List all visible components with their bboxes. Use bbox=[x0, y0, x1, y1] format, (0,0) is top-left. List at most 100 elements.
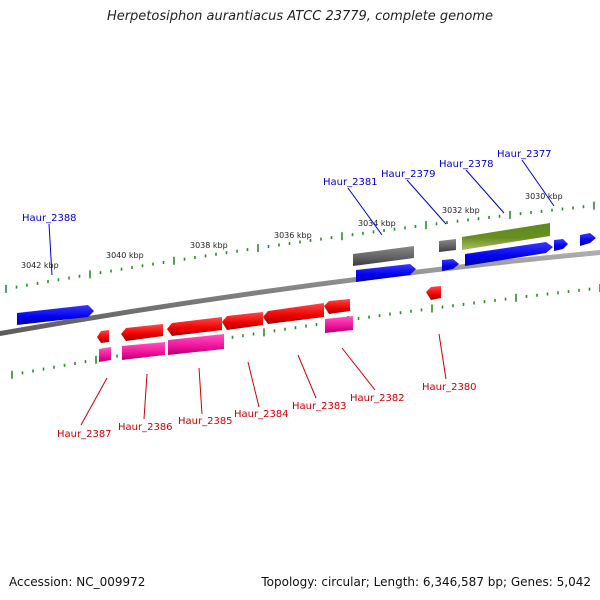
gene-gray-2[interactable] bbox=[439, 239, 456, 252]
scale-minor-tick bbox=[357, 317, 360, 320]
scale-minor-tick bbox=[152, 262, 154, 266]
scale-minor-tick bbox=[204, 254, 207, 258]
gene-haur-2383[interactable] bbox=[263, 303, 324, 324]
gene-haur-2377[interactable] bbox=[465, 242, 553, 266]
scale-minor-tick bbox=[372, 230, 375, 234]
scale-minor-tick bbox=[483, 300, 486, 304]
scale-minor-tick bbox=[99, 271, 102, 275]
label-haur-2386: Haur_2386 bbox=[118, 422, 173, 433]
gene-haur-2382-b[interactable] bbox=[325, 316, 353, 333]
scale-major-tick bbox=[509, 210, 511, 219]
upper-scale bbox=[5, 201, 595, 293]
leader-haur-2382 bbox=[341, 347, 376, 391]
scale-minor-tick bbox=[299, 240, 301, 244]
scale-minor-tick bbox=[42, 367, 45, 371]
scale-minor-tick bbox=[330, 236, 333, 240]
leader-haur-2386 bbox=[143, 373, 148, 420]
label-haur-2385: Haur_2385 bbox=[178, 416, 233, 427]
scale-minor-tick bbox=[15, 285, 18, 289]
scale-minor-tick bbox=[53, 365, 55, 369]
leader-haur-2387 bbox=[80, 377, 108, 426]
gene-haur-2386-b[interactable] bbox=[122, 342, 165, 360]
tick-label-3036: 3036 kbp bbox=[274, 231, 312, 240]
scale-minor-tick bbox=[131, 266, 133, 269]
label-haur-2377: Haur_2377 bbox=[497, 149, 552, 160]
scale-minor-tick bbox=[551, 208, 553, 212]
forward-genes bbox=[17, 223, 596, 325]
leader-haur-2377 bbox=[521, 159, 555, 207]
scale-minor-tick bbox=[246, 248, 249, 252]
scale-minor-tick bbox=[504, 297, 507, 301]
scale-minor-tick bbox=[74, 362, 76, 365]
scale-minor-tick bbox=[488, 215, 490, 219]
leader-haur-2381 bbox=[347, 187, 383, 236]
leader-haur-2383 bbox=[297, 354, 317, 399]
scale-minor-tick bbox=[368, 315, 370, 319]
scale-minor-tick bbox=[452, 304, 454, 308]
tick-label-3034: 3034 kbp bbox=[358, 219, 396, 228]
scale-minor-tick bbox=[68, 276, 70, 280]
label-haur-2378: Haur_2378 bbox=[439, 159, 494, 170]
gene-haur-2382[interactable] bbox=[324, 299, 350, 314]
gene-gray-1[interactable] bbox=[353, 246, 414, 266]
scale-minor-tick bbox=[494, 298, 496, 302]
gene-haur-2387[interactable] bbox=[97, 330, 109, 343]
gene-haur-2388[interactable] bbox=[17, 305, 94, 325]
scale-minor-tick bbox=[546, 292, 549, 296]
tick-labels: 3042 kbp 3040 kbp 3038 kbp 3036 kbp 3034… bbox=[21, 192, 563, 270]
scale-minor-tick bbox=[116, 354, 118, 358]
scale-major-tick bbox=[263, 328, 265, 337]
gene-labels: Haur_2388 Haur_2381 Haur_2379 Haur_2378 … bbox=[22, 149, 552, 440]
scale-minor-tick bbox=[278, 243, 280, 247]
scale-minor-tick bbox=[288, 242, 291, 245]
scale-major-tick bbox=[257, 244, 259, 253]
scale-minor-tick bbox=[57, 278, 60, 282]
scale-minor-tick bbox=[572, 206, 574, 210]
scale-minor-tick bbox=[498, 214, 501, 218]
tick-label-3030: 3030 kbp bbox=[525, 192, 563, 201]
tick-label-3038: 3038 kbp bbox=[190, 241, 228, 250]
scale-minor-tick bbox=[441, 305, 444, 309]
gene-haur-2380[interactable] bbox=[426, 286, 441, 300]
scale-major-tick bbox=[431, 304, 433, 313]
gene-haur-2379[interactable] bbox=[442, 259, 459, 271]
gene-haur-2381[interactable] bbox=[356, 264, 416, 282]
scale-minor-tick bbox=[446, 221, 448, 224]
leader-lines bbox=[48, 159, 555, 426]
topology-text: Topology: circular; Length: 6,346,587 bp… bbox=[261, 575, 591, 589]
gene-haur-2386[interactable] bbox=[121, 324, 163, 341]
leader-haur-2379 bbox=[406, 179, 447, 225]
scale-minor-tick bbox=[215, 252, 217, 256]
gene-blue-right-1[interactable] bbox=[554, 239, 568, 251]
scale-major-tick bbox=[515, 293, 517, 302]
scale-minor-tick bbox=[252, 332, 255, 336]
scale-minor-tick bbox=[567, 290, 570, 294]
gene-blue-right-2[interactable] bbox=[580, 233, 596, 246]
label-haur-2388: Haur_2388 bbox=[22, 213, 77, 224]
scale-minor-tick bbox=[473, 301, 475, 305]
label-haur-2379: Haur_2379 bbox=[381, 169, 436, 180]
label-haur-2380: Haur_2380 bbox=[422, 382, 477, 393]
scale-minor-tick bbox=[588, 287, 591, 291]
scale-minor-tick bbox=[26, 283, 28, 287]
gene-haur-2385-b[interactable] bbox=[168, 334, 224, 355]
scale-minor-tick bbox=[32, 369, 34, 373]
scale-minor-tick bbox=[404, 226, 406, 230]
scale-minor-tick bbox=[557, 291, 559, 295]
scale-minor-tick bbox=[540, 209, 543, 213]
scale-minor-tick bbox=[21, 371, 24, 375]
scale-minor-tick bbox=[393, 227, 396, 231]
gene-haur-2385[interactable] bbox=[167, 317, 222, 336]
scale-minor-tick bbox=[389, 312, 391, 316]
scale-major-tick bbox=[95, 355, 97, 364]
scale-minor-tick bbox=[294, 326, 297, 330]
gene-haur-2378[interactable] bbox=[462, 223, 550, 250]
scale-minor-tick bbox=[36, 281, 39, 285]
scale-minor-tick bbox=[456, 219, 459, 223]
leader-haur-2388 bbox=[48, 223, 53, 276]
gene-haur-2387-b[interactable] bbox=[99, 347, 111, 362]
gene-haur-2384[interactable] bbox=[222, 312, 263, 330]
scale-minor-tick bbox=[194, 256, 196, 259]
